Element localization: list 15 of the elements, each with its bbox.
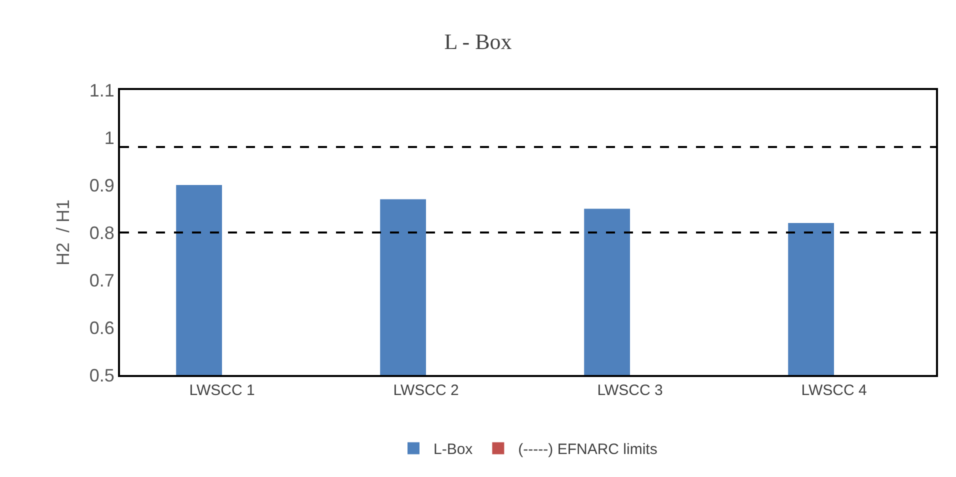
y-axis-title: H2 / H1 — [53, 199, 74, 266]
legend-label: L-Box — [434, 441, 474, 458]
y-tick-label: 0.8 — [89, 222, 114, 243]
x-tick-label: LWSCC 4 — [801, 382, 867, 399]
y-tick-label: 0.6 — [89, 318, 114, 338]
y-tick-label: 0.7 — [89, 270, 114, 290]
y-tick-label: 0.5 — [89, 365, 114, 386]
y-tick-label: 1.1 — [89, 80, 114, 100]
y-tick-label: 1 — [104, 128, 114, 148]
x-tick-label: LWSCC 1 — [189, 382, 255, 399]
legend-label: (-----) EFNARC limits — [518, 441, 658, 458]
y-tick-label: 0.9 — [89, 175, 114, 196]
chart-title: L - Box — [444, 28, 512, 54]
x-tick-label: LWSCC 3 — [597, 382, 663, 399]
x-tick-label: LWSCC 2 — [393, 382, 459, 399]
